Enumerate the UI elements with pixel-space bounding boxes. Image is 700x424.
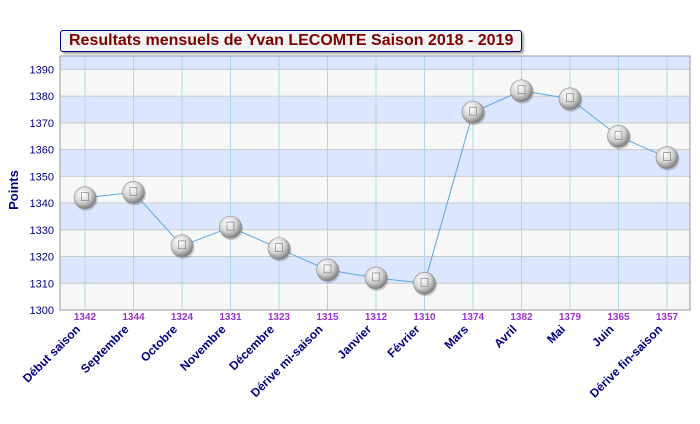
grid-band bbox=[60, 149, 690, 177]
chart-title: Resultats mensuels de Yvan LECOMTE Saiso… bbox=[60, 30, 523, 52]
grid-band bbox=[60, 176, 690, 204]
data-label: 1315 bbox=[316, 312, 339, 323]
data-point bbox=[73, 186, 98, 211]
y-tick-label: 1340 bbox=[30, 198, 54, 210]
data-point bbox=[170, 234, 195, 259]
grid-band bbox=[60, 203, 690, 230]
x-tick-label: Novembre bbox=[177, 322, 229, 374]
data-label: 1382 bbox=[510, 312, 533, 323]
data-label: 1357 bbox=[656, 312, 679, 323]
x-tick-label: Début saison bbox=[20, 322, 83, 385]
x-tick-label: Avril bbox=[491, 322, 519, 350]
data-label: 1312 bbox=[365, 312, 388, 323]
y-tick-label: 1370 bbox=[30, 118, 54, 130]
y-tick-label: 1320 bbox=[30, 252, 54, 264]
y-tick-label: 1330 bbox=[30, 225, 54, 237]
data-label: 1342 bbox=[74, 312, 97, 323]
data-label: 1379 bbox=[559, 312, 582, 323]
x-tick-label: Juin bbox=[589, 322, 616, 349]
x-tick-label: Décembre bbox=[226, 322, 277, 373]
grid-band bbox=[60, 96, 690, 123]
x-tick-label: Janvier bbox=[335, 322, 375, 362]
data-point bbox=[655, 146, 680, 171]
data-label: 1344 bbox=[122, 312, 145, 323]
y-tick-label: 1360 bbox=[30, 145, 54, 157]
data-label: 1323 bbox=[268, 312, 291, 323]
data-point bbox=[510, 79, 534, 104]
data-point bbox=[316, 258, 340, 283]
data-label: 1310 bbox=[413, 312, 436, 323]
y-tick-label: 1300 bbox=[30, 305, 54, 317]
data-label: 1374 bbox=[462, 312, 485, 323]
data-label: 1324 bbox=[171, 312, 194, 323]
y-axis-label: Points bbox=[6, 170, 21, 210]
x-tick-label: Février bbox=[384, 322, 422, 360]
x-tick-label: Mars bbox=[441, 322, 471, 352]
data-point bbox=[267, 237, 292, 262]
grid-band bbox=[60, 69, 690, 97]
grid-band bbox=[60, 56, 690, 70]
data-label: 1365 bbox=[607, 312, 630, 323]
y-tick-label: 1310 bbox=[30, 278, 54, 290]
data-point bbox=[364, 266, 389, 291]
data-point bbox=[461, 100, 486, 126]
x-tick-label: Octobre bbox=[138, 322, 181, 365]
plot-frame bbox=[59, 55, 691, 311]
data-point bbox=[558, 87, 583, 112]
data-point bbox=[607, 124, 631, 150]
y-tick-label: 1380 bbox=[30, 91, 54, 103]
x-tick-label: Septembre bbox=[78, 322, 132, 376]
grid-band bbox=[60, 229, 690, 257]
x-tick-label: Mai bbox=[544, 322, 568, 346]
grid-band bbox=[60, 122, 690, 150]
data-point bbox=[219, 215, 243, 241]
data-point bbox=[122, 181, 146, 206]
data-point bbox=[413, 271, 437, 297]
y-tick-label: 1390 bbox=[30, 64, 54, 76]
y-tick-label: 1350 bbox=[30, 171, 54, 183]
data-label: 1331 bbox=[219, 312, 242, 323]
